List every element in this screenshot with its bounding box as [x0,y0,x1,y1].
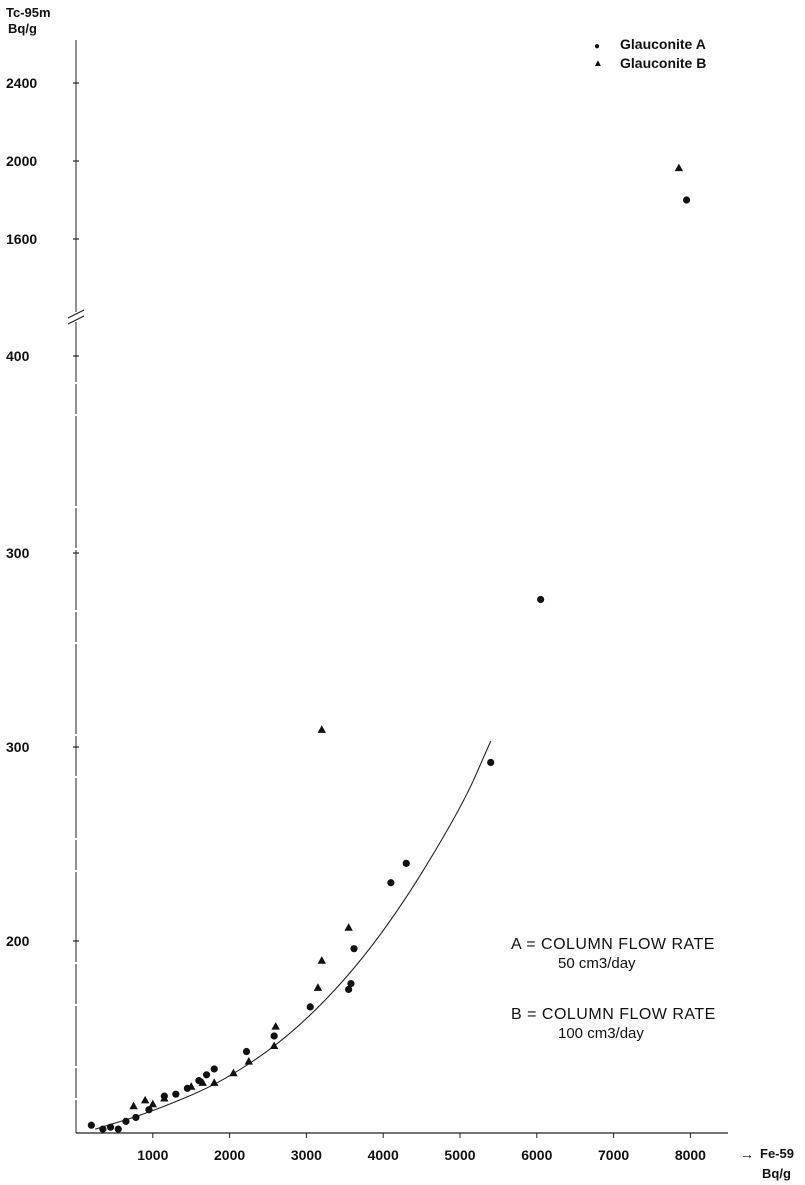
legend-entry-b: ▲ Glauconite B [593,55,706,71]
point-glauconite-b [140,1095,150,1104]
point-glauconite-b [187,1082,196,1090]
point-glauconite-b [317,956,326,964]
x-unit-label-line2: Bq/g [762,1166,791,1181]
y-tick-label: 2400 [6,75,37,91]
point-glauconite-b [344,923,353,931]
x-tick-label: 6000 [521,1147,552,1163]
legend-label-a: Glauconite A [620,36,706,52]
point-glauconite-a [345,985,353,994]
x-tick-label: 3000 [291,1147,322,1163]
point-glauconite-a [145,1106,153,1114]
data-points [87,163,691,1133]
y-unit-label-line1: Tc-95m [6,5,51,20]
point-glauconite-a [87,1121,95,1129]
point-glauconite-a [132,1113,140,1122]
y-tick-label: 200 [6,933,30,949]
y-tick-label: 300 [6,739,30,755]
point-glauconite-a [487,758,495,767]
legend-marker-circle: ● [594,41,600,52]
annotation-b-line1: B = COLUMN FLOW RATE [511,1006,716,1023]
legend-entry-a: ● Glauconite A [594,36,706,52]
x-unit-label-line1: Fe-59 [760,1146,794,1161]
point-glauconite-b [317,725,326,733]
x-tick-label: 4000 [368,1147,399,1163]
point-glauconite-a [402,859,410,867]
x-tick-label: 8000 [675,1147,706,1163]
point-glauconite-a [682,196,691,204]
y-unit-label-line2: Bq/g [8,21,37,36]
point-glauconite-a [172,1090,180,1098]
x-axis-arrow: → [740,1146,754,1162]
legend-label-b: Glauconite B [620,55,706,71]
point-glauconite-b [313,983,323,991]
point-glauconite-a [106,1123,115,1131]
point-glauconite-b [269,1041,279,1050]
annotation-a-line2: 50 cm3/day [558,955,636,972]
point-glauconite-b [229,1068,238,1077]
point-glauconite-a [350,945,358,953]
axes: // [67,40,728,1134]
point-glauconite-a [306,1003,314,1011]
point-glauconite-a [114,1125,122,1133]
point-glauconite-b [160,1093,169,1102]
x-tick-label: 2000 [214,1147,245,1163]
point-glauconite-a [242,1047,251,1056]
x-tick-label: 7000 [598,1147,629,1163]
y-tick-label: 300 [6,545,30,561]
legend-marker-triangle: ▲ [593,58,603,69]
point-glauconite-a [202,1071,211,1079]
point-glauconite-b [674,163,684,172]
x-ticks: 1000 2000 3000 4000 5000 6000 7000 8000 [137,1133,706,1163]
point-glauconite-b [210,1078,219,1086]
point-glauconite-b [198,1078,207,1086]
point-glauconite-b [271,1022,280,1030]
point-glauconite-a [210,1065,218,1073]
point-glauconite-a [122,1117,130,1125]
point-glauconite-a [387,879,395,887]
annotation-a-line1: A = COLUMN FLOW RATE [511,936,715,953]
y-tick-label: 2000 [6,153,37,169]
x-tick-label: 5000 [444,1147,475,1163]
x-tick-label: 1000 [137,1147,168,1163]
point-glauconite-b [129,1101,138,1110]
y-tick-label: 400 [6,348,30,364]
fit-curve [95,740,492,1130]
y-ticks: 1600 2000 2400 200 300 300 400 [6,75,79,949]
annotation-b: B = COLUMN FLOW RATE 100 cm3/day [511,1005,716,1044]
point-glauconite-a [537,595,545,604]
point-glauconite-a [99,1125,107,1133]
legend: ● Glauconite A ▲ Glauconite B [593,36,706,71]
y-tick-label: 1600 [6,231,37,247]
point-glauconite-a [270,1032,278,1040]
point-glauconite-b [244,1057,253,1065]
point-glauconite-a [347,980,355,988]
point-glauconite-b [148,1099,157,1108]
axis-break [67,309,85,325]
annotation-b-line2: 100 cm3/day [558,1025,644,1042]
annotation-a: A = COLUMN FLOW RATE 50 cm3/day [511,935,715,974]
